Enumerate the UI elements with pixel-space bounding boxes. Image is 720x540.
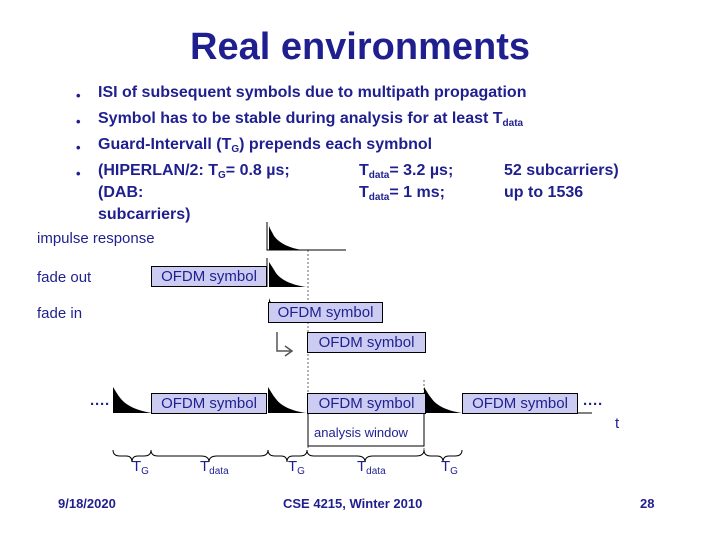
tg-brace-2 [267,449,308,463]
bottom-pulse-2 [268,387,306,413]
ofdm-symbol-box-2: OFDM symbol [307,393,426,414]
bent-arrow [276,332,291,352]
footer-page-number: 28 [640,496,655,511]
ofdm-symbol-box-3: OFDM symbol [462,393,578,414]
bullet-dot: • [76,88,81,103]
bullet-1: ISI of subsequent symbols due to multipa… [98,84,527,101]
time-axis-label: t [615,415,620,432]
impulse-axis [266,222,346,251]
bottom-pulse-1 [113,387,152,413]
fade-in-label: fade in [37,305,83,322]
bullet-4-row2-col3: up to 1536 [504,184,584,201]
bullet-4-row2-col1: (DAB: [98,184,144,201]
footer-course: CSE 4215, Winter 2010 [283,496,423,511]
analysis-window-bracket [307,414,425,447]
bullet-4-col2: Tdata= 3.2 µs; [359,162,454,181]
bent-arrow-head [284,345,294,357]
bullet-3: Guard-Intervall (TG) prepends each symbn… [98,136,433,155]
footer-date: 9/18/2020 [58,496,116,511]
tdata-label-2: Tdata [357,458,386,477]
analysis-window-label: analysis window [314,425,408,440]
fade-out-label: fade out [37,269,92,286]
bullet-4-row2-col2: Tdata= 1 ms; [359,184,445,203]
bullet-dot: • [76,166,81,181]
ofdm-symbol-box-1: OFDM symbol [151,393,267,414]
impulse-pulse [269,226,302,250]
ofdm-symbol-box-shifted: OFDM symbol [307,332,426,353]
tdata-label-1: Tdata [200,458,229,477]
ellipsis-left: ···· [90,396,110,413]
bullet-dot: • [76,114,81,129]
tg-brace-3 [423,449,463,463]
tg-label-3: TG [441,458,458,477]
ellipsis-right: ···· [583,396,603,413]
bullet-2: Symbol has to be stable during analysis … [98,110,524,129]
tg-brace-1 [112,449,152,463]
bullet-4-col1: (HIPERLAN/2: TG= 0.8 µs; [98,162,290,181]
tdata-brace-2 [306,449,425,463]
tg-label-2: TG [288,458,305,477]
bullet-4-col3: 52 subcarriers) [504,162,619,179]
bullet-dot: • [76,140,81,155]
bullet-4-row3: subcarriers) [98,206,191,223]
tdata-brace-1 [150,449,269,463]
fade-out-pulse [269,262,306,287]
ofdm-symbol-box-fade-out: OFDM symbol [151,266,267,287]
impulse-response-label: impulse response [37,230,155,247]
slide-title: Real environments [190,26,530,68]
tg-label-1: TG [132,458,149,477]
bottom-pulse-3 [424,387,462,413]
ofdm-symbol-box-fade-in: OFDM symbol [268,302,383,323]
